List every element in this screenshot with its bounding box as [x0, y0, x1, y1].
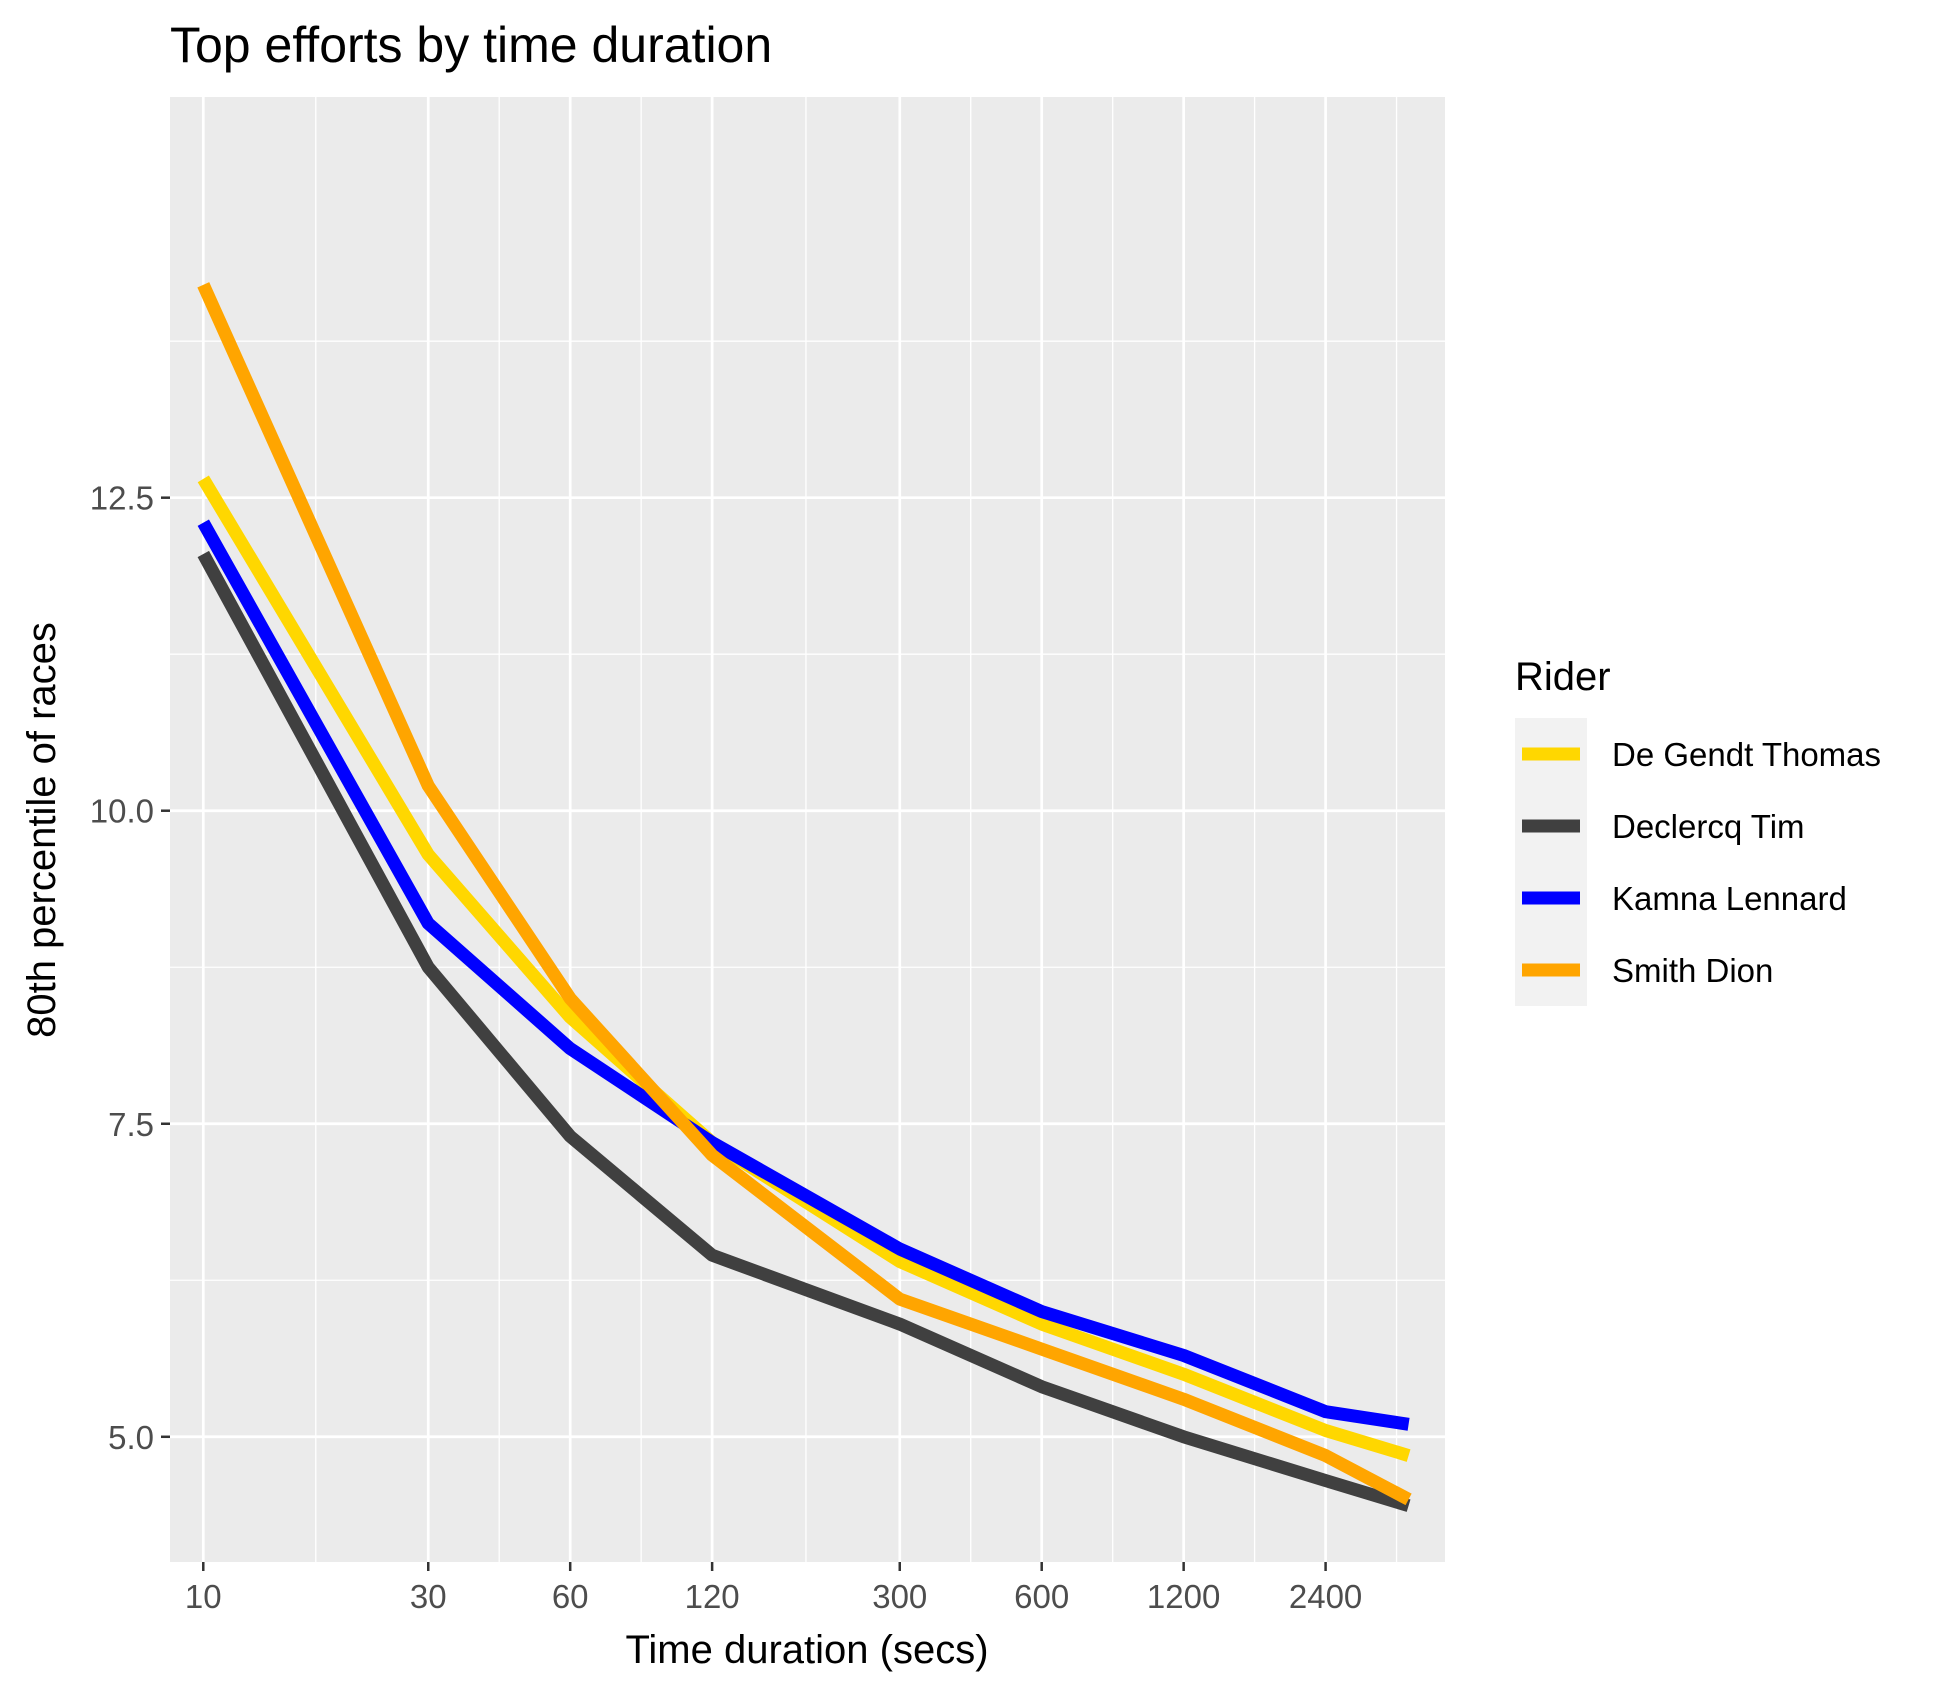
- x-tick-label: 1200: [1147, 1578, 1220, 1615]
- chart-title: Top efforts by time duration: [170, 17, 772, 73]
- y-tick-label: 5.0: [108, 1419, 154, 1456]
- x-axis-title: Time duration (secs): [625, 1628, 988, 1672]
- series-line: [197, 282, 1412, 1506]
- series-line: [197, 550, 1411, 1512]
- x-tick-label: 300: [872, 1578, 927, 1615]
- grid-minor: [170, 97, 1445, 1562]
- y-tick-label: 10.0: [90, 793, 154, 830]
- x-tick-label: 2400: [1289, 1578, 1362, 1615]
- series-line: [197, 519, 1410, 1431]
- plot-panel: [170, 97, 1445, 1562]
- x-tick-label: 600: [1014, 1578, 1069, 1615]
- legend-label: De Gendt Thomas: [1612, 736, 1881, 773]
- y-tick-label: 7.5: [108, 1106, 154, 1143]
- series-line: [197, 475, 1411, 1462]
- y-axis: 5.0 7.5 10.0 12.5: [90, 480, 170, 1456]
- legend-label: Smith Dion: [1612, 952, 1773, 989]
- x-tick-label: 60: [552, 1578, 589, 1615]
- legend-label: Kamna Lennard: [1612, 880, 1847, 917]
- legend-label: Declercq Tim: [1612, 808, 1805, 845]
- x-tick-label: 10: [185, 1578, 222, 1615]
- x-axis: 10 30 60 120 300 600 1200 2400: [185, 1562, 1362, 1615]
- x-tick-label: 30: [410, 1578, 447, 1615]
- legend: Rider De Gendt Thomas Declercq Tim Kamna L…: [1515, 655, 1881, 1006]
- grid-major: [170, 97, 1445, 1562]
- legend-title: Rider: [1515, 655, 1611, 699]
- y-axis-title: 80th percentile of races: [20, 622, 64, 1038]
- series-lines: [197, 282, 1412, 1512]
- x-tick-label: 120: [685, 1578, 740, 1615]
- legend-key-background: [1515, 718, 1587, 1006]
- y-tick-label: 12.5: [90, 480, 154, 517]
